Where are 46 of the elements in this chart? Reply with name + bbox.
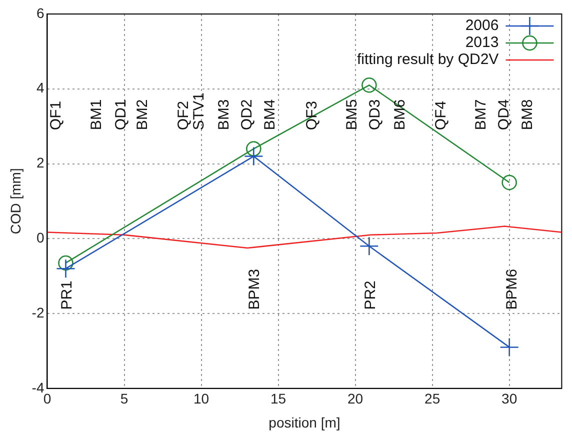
annotation: STV1 — [190, 92, 208, 130]
point — [500, 338, 519, 357]
point — [58, 255, 74, 271]
annotation: QF4 — [432, 100, 450, 130]
y-tick-label: -4 — [32, 379, 44, 396]
x-tick-label: 10 — [193, 390, 210, 407]
annotation: BPM6 — [503, 268, 520, 310]
annotation: BM8 — [518, 99, 536, 130]
x-tick-label: 5 — [120, 390, 128, 407]
point — [56, 258, 76, 278]
annotation: QF1 — [48, 100, 65, 130]
x-tick-label: 30 — [502, 390, 518, 407]
annotation: BM4 — [262, 99, 279, 130]
y-axis-title: COD [mm] — [7, 168, 24, 234]
annotation: QD3 — [366, 99, 384, 130]
legend-label: fitting result by QD2V — [356, 51, 499, 68]
legend-label: 2006 — [465, 17, 499, 34]
annotation: QD1 — [112, 99, 130, 130]
point — [244, 146, 264, 166]
x-tick-label: 25 — [424, 390, 440, 407]
x-tick-label: 20 — [348, 390, 364, 407]
annotation: BPM3 — [246, 268, 264, 310]
annotation: QF3 — [303, 100, 320, 130]
annotation: BM1 — [88, 99, 105, 130]
annotation: QD4 — [496, 99, 513, 130]
annotation: BM2 — [134, 99, 152, 130]
x-tick-label: 15 — [270, 390, 286, 407]
annotation: BM6 — [391, 99, 408, 130]
annotation: PR1 — [58, 280, 76, 310]
y-tick-label: 2 — [36, 154, 44, 171]
y-tick-label: 0 — [36, 230, 44, 246]
annotation: BM5 — [343, 99, 360, 130]
point — [362, 77, 377, 93]
point — [502, 174, 517, 190]
annotation: QD2 — [238, 99, 256, 130]
annotation: QF2 — [175, 100, 192, 130]
y-tick-label: -2 — [32, 304, 44, 320]
y-tick-label: 6 — [36, 4, 44, 21]
point — [360, 236, 379, 256]
legend-label: 2013 — [465, 34, 499, 52]
y-tick-label: 4 — [36, 80, 44, 96]
point — [246, 141, 262, 156]
annotation: BM7 — [472, 99, 490, 130]
x-axis-title: position [m] — [268, 414, 340, 430]
annotation: PR2 — [362, 280, 379, 310]
annotation: BM3 — [215, 99, 232, 130]
